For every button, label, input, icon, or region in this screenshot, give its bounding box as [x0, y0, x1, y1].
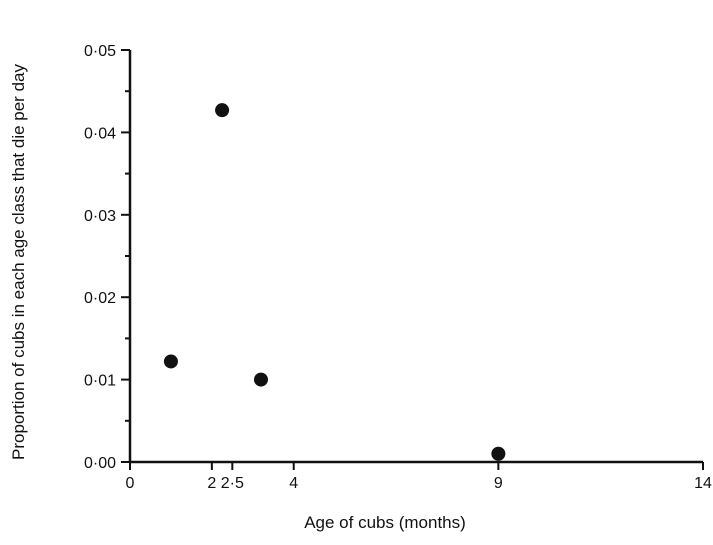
y-tick-label: 0·01: [84, 373, 116, 390]
x-tick-label: 14: [694, 475, 712, 492]
y-tick-label: 0·02: [84, 290, 116, 307]
y-ticks: 0·00 0·01 0·02 0·03 0·04 0·05: [84, 43, 130, 472]
x-tick-label: 4: [289, 475, 298, 492]
data-points: [163, 103, 506, 461]
data-point: [253, 372, 268, 387]
x-tick-label: 2: [207, 475, 216, 492]
x-tick-label: 2·5: [221, 475, 244, 492]
y-tick-label: 0·00: [84, 455, 116, 472]
data-point: [163, 354, 178, 369]
x-ticks: 0 2 2·5 4 9 14: [126, 462, 712, 492]
x-tick-label: 9: [494, 475, 503, 492]
y-tick-label: 0·05: [84, 43, 116, 60]
x-tick-label: 0: [126, 475, 135, 492]
data-point: [215, 103, 230, 118]
data-point: [491, 446, 506, 461]
y-axis-title: Proportion of cubs in each age class tha…: [9, 64, 28, 460]
x-axis-title: Age of cubs (months): [304, 513, 466, 532]
y-tick-label: 0·03: [84, 208, 116, 225]
y-tick-label: 0·04: [84, 125, 116, 142]
